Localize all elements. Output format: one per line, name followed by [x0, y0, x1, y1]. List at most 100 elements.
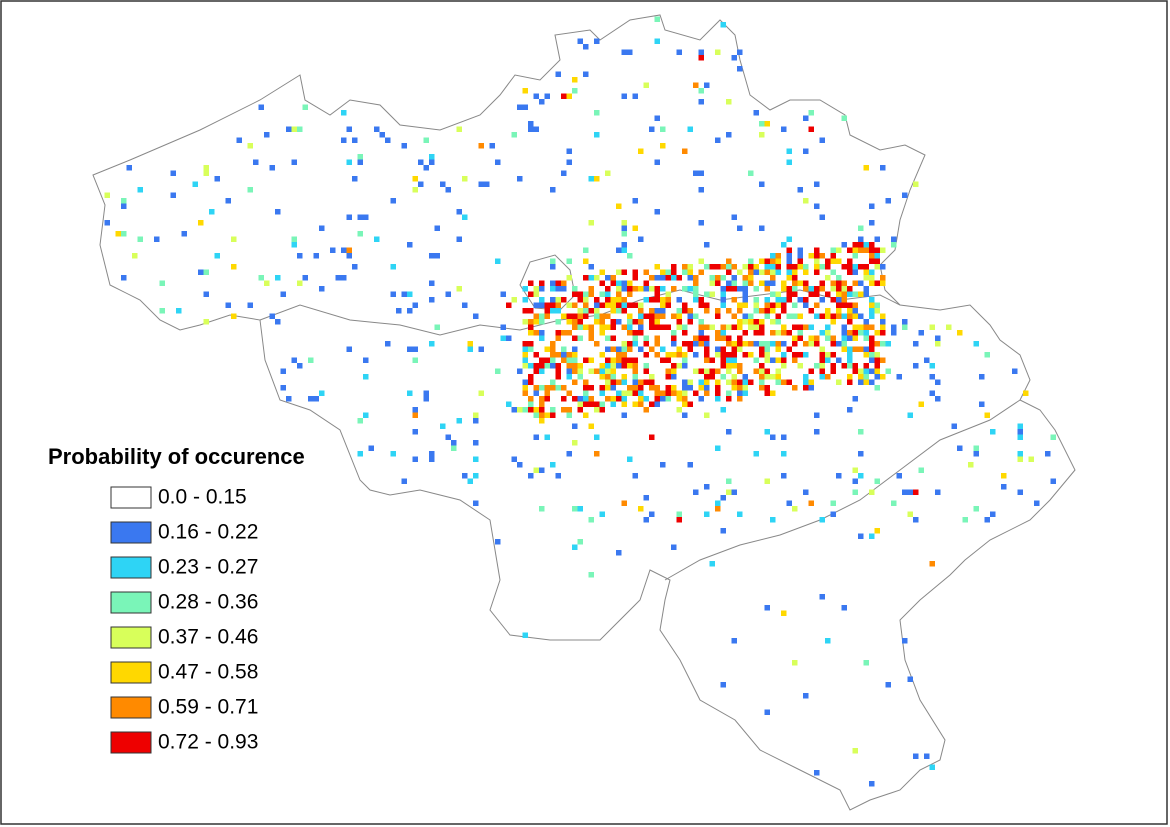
raster-cell — [682, 363, 688, 369]
raster-cell — [863, 291, 869, 297]
raster-cell — [473, 440, 479, 446]
raster-cell — [720, 363, 726, 369]
raster-cell — [852, 280, 858, 286]
raster-cell — [665, 390, 671, 396]
raster-cell — [770, 390, 776, 396]
raster-cell — [643, 352, 649, 358]
raster-cell — [786, 247, 792, 253]
raster-cell — [544, 93, 550, 99]
raster-cell — [319, 225, 325, 231]
raster-cell — [247, 302, 253, 308]
raster-cell — [627, 313, 633, 319]
raster-cell — [825, 275, 831, 281]
raster-cell — [869, 203, 875, 209]
raster-cell — [858, 236, 864, 242]
raster-cell — [632, 93, 638, 99]
raster-cell — [792, 264, 798, 270]
raster-cell — [517, 104, 523, 110]
raster-cell — [753, 110, 759, 116]
raster-cell — [786, 313, 792, 319]
raster-cell — [720, 264, 726, 270]
raster-cell — [803, 280, 809, 286]
raster-cell — [792, 324, 798, 330]
raster-cell — [715, 500, 721, 506]
raster-cell — [539, 368, 545, 374]
raster-cell — [423, 390, 429, 396]
raster-cell — [671, 335, 677, 341]
raster-cell — [759, 341, 765, 347]
raster-cell — [797, 280, 803, 286]
raster-cell — [572, 335, 578, 341]
raster-cell — [753, 451, 759, 457]
raster-cell — [660, 275, 666, 281]
raster-cell — [704, 390, 710, 396]
raster-cell — [654, 335, 660, 341]
raster-cell — [742, 286, 748, 292]
raster-cell — [616, 269, 622, 275]
raster-cell — [836, 286, 842, 292]
raster-cell — [577, 407, 583, 413]
raster-cell — [561, 352, 567, 358]
raster-cell — [511, 407, 517, 413]
raster-cell — [775, 374, 781, 380]
raster-cell — [698, 385, 704, 391]
raster-cell — [572, 313, 578, 319]
raster-cell — [121, 231, 127, 237]
raster-cell — [445, 187, 451, 193]
raster-cell — [566, 363, 572, 369]
raster-cell — [874, 385, 880, 391]
raster-cell — [412, 456, 418, 462]
raster-cell — [759, 225, 765, 231]
legend-swatch — [110, 556, 152, 579]
raster-cell — [698, 302, 704, 308]
raster-cell — [654, 38, 660, 44]
raster-cell — [764, 286, 770, 292]
raster-cell — [709, 275, 715, 281]
raster-cell — [588, 335, 594, 341]
raster-cell — [291, 357, 297, 363]
raster-cell — [704, 511, 710, 517]
raster-cell — [638, 385, 644, 391]
raster-cell — [775, 253, 781, 259]
raster-cell — [671, 269, 677, 275]
raster-cell — [517, 462, 523, 468]
raster-cell — [731, 275, 737, 281]
raster-cell — [544, 412, 550, 418]
raster-cell — [583, 357, 589, 363]
raster-cell — [676, 390, 682, 396]
raster-cell — [572, 291, 578, 297]
raster-cell — [830, 253, 836, 259]
raster-cell — [764, 269, 770, 275]
raster-cell — [269, 313, 275, 319]
raster-cell — [434, 253, 440, 259]
raster-cell — [583, 396, 589, 402]
raster-cell — [621, 363, 627, 369]
raster-cell — [660, 324, 666, 330]
raster-cell — [830, 269, 836, 275]
raster-cell — [786, 253, 792, 259]
raster-cell — [588, 385, 594, 391]
raster-cell — [621, 297, 627, 303]
raster-cell — [533, 412, 539, 418]
raster-cell — [819, 374, 825, 380]
raster-cell — [445, 291, 451, 297]
raster-cell — [715, 396, 721, 402]
raster-cell — [737, 308, 743, 314]
raster-cell — [1017, 429, 1023, 435]
raster-cell — [852, 368, 858, 374]
raster-cell — [528, 308, 534, 314]
raster-cell — [467, 341, 473, 347]
raster-cell — [896, 374, 902, 380]
raster-cell — [539, 418, 545, 424]
raster-cell — [825, 352, 831, 358]
raster-cell — [462, 473, 468, 479]
raster-cell — [825, 330, 831, 336]
raster-cell — [473, 418, 479, 424]
raster-cell — [957, 330, 963, 336]
raster-cell — [621, 269, 627, 275]
raster-cell — [759, 368, 765, 374]
raster-cell — [748, 269, 754, 275]
raster-cell — [858, 451, 864, 457]
raster-cell — [594, 368, 600, 374]
raster-cell — [522, 363, 528, 369]
